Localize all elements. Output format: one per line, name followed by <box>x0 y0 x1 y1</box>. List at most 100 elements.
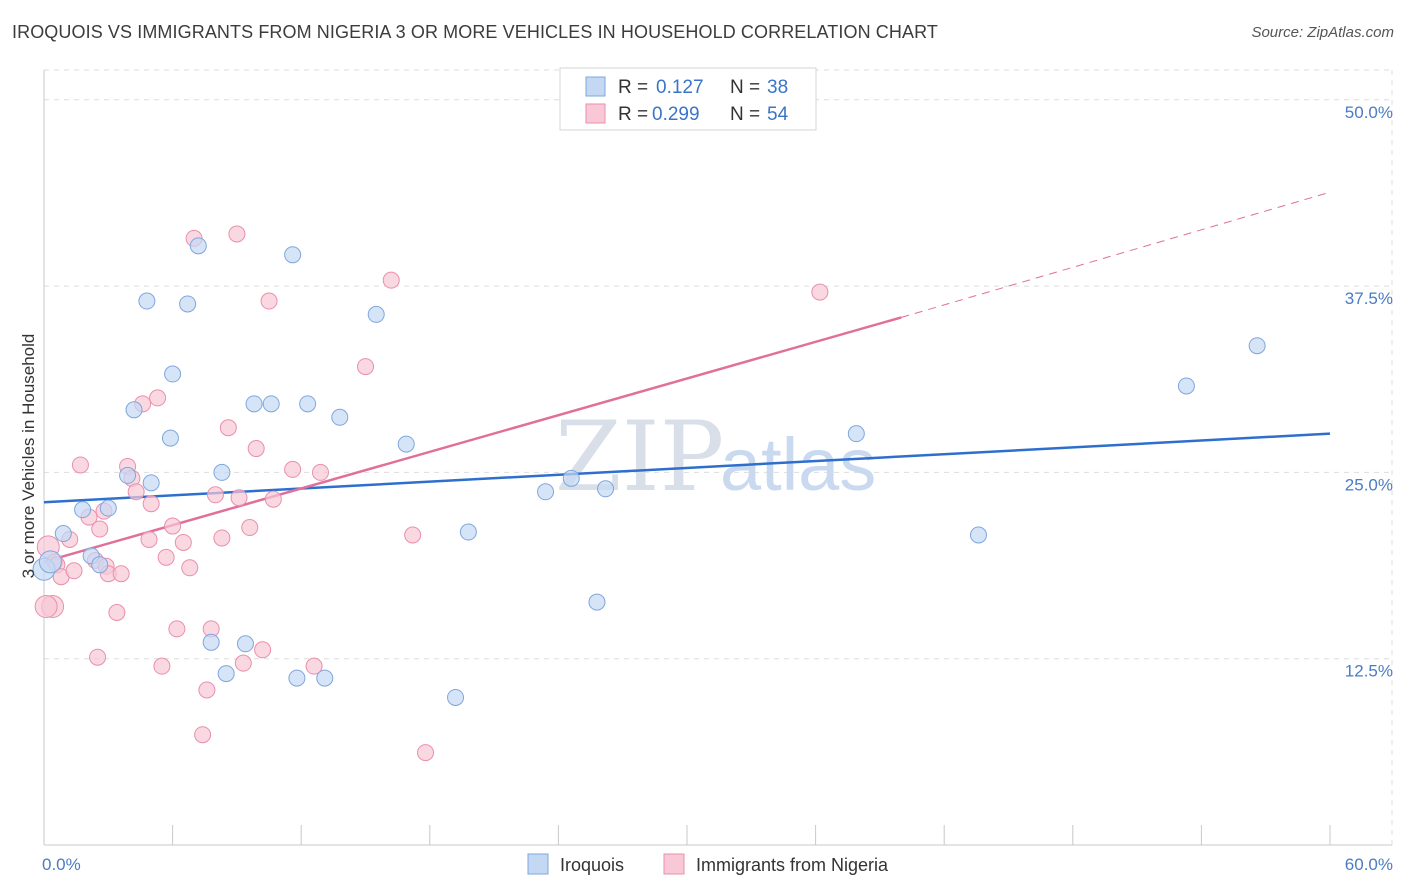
point-iroquois-34 <box>847 425 865 443</box>
tick-labels: 12.5% 25.0% 37.5% 50.0% 0.0% 60.0% <box>42 103 1393 874</box>
point-nigeria-43 <box>260 292 278 310</box>
trend-line-2 <box>901 191 1331 318</box>
legend-swatch-nigeria <box>585 103 606 124</box>
legend-r-value-2: 0.299 <box>652 104 700 125</box>
legend-n-value-2: 54 <box>767 104 789 125</box>
y-tick-label-2: 37.5% <box>1345 289 1393 308</box>
point-iroquois-15 <box>202 633 220 651</box>
point-nigeria-50 <box>404 526 422 544</box>
point-nigeria-11 <box>91 520 109 538</box>
point-iroquois-10 <box>142 474 160 492</box>
axes <box>43 70 1392 846</box>
point-iroquois-37 <box>1248 337 1266 355</box>
point-iroquois-9 <box>138 292 156 310</box>
legend-r-label-2: R = <box>618 104 648 125</box>
point-nigeria-48 <box>357 358 374 376</box>
y-tick-label-0: 12.5% <box>1345 662 1393 681</box>
point-iroquois-23 <box>299 395 317 413</box>
point-iroquois-28 <box>447 688 465 706</box>
point-nigeria-37 <box>228 225 246 243</box>
y-axis-label: 3 or more Vehicles in Household <box>19 334 38 579</box>
point-nigeria-52 <box>811 283 829 301</box>
point-iroquois-5 <box>91 556 109 574</box>
point-iroquois-6 <box>99 499 117 517</box>
trend-line-1 <box>43 316 902 564</box>
point-nigeria-51 <box>417 744 435 762</box>
y-tick-label-3: 50.0% <box>1345 103 1393 122</box>
point-iroquois-13 <box>179 295 197 313</box>
point-iroquois-2 <box>54 525 72 543</box>
point-iroquois-36 <box>1177 377 1195 395</box>
point-iroquois-32 <box>588 593 606 611</box>
point-nigeria-10 <box>89 648 107 666</box>
point-iroquois-14 <box>189 237 207 255</box>
point-nigeria-15 <box>108 604 126 621</box>
point-nigeria-29 <box>181 559 199 577</box>
point-iroquois-22 <box>288 669 306 687</box>
y-tick-label-1: 25.0% <box>1345 475 1393 494</box>
bottom-legend-label-nigeria: Immigrants from Nigeria <box>696 855 889 875</box>
point-nigeria-39 <box>234 654 252 672</box>
point-nigeria-41 <box>247 440 265 458</box>
point-nigeria-31 <box>194 726 212 744</box>
point-nigeria-6 <box>65 562 83 580</box>
point-nigeria-27 <box>168 620 186 638</box>
point-nigeria-53 <box>34 595 58 619</box>
stats-legend: R = 0.127 N = 38 R = 0.299 N = 54 <box>559 67 817 131</box>
point-nigeria-49 <box>382 271 400 289</box>
data-points <box>32 225 1266 762</box>
point-nigeria-22 <box>142 495 160 513</box>
point-nigeria-25 <box>157 548 175 566</box>
point-iroquois-24 <box>316 669 334 687</box>
point-iroquois-31 <box>562 469 580 487</box>
x-tick-label-0: 0.0% <box>42 855 81 874</box>
point-nigeria-32 <box>198 681 216 699</box>
point-nigeria-36 <box>219 419 237 437</box>
point-nigeria-16 <box>112 565 130 583</box>
point-iroquois-25 <box>331 408 349 426</box>
point-iroquois-21 <box>284 246 302 264</box>
trend-line-0 <box>43 432 1331 504</box>
point-nigeria-38 <box>230 489 248 507</box>
point-nigeria-7 <box>71 456 89 474</box>
point-iroquois-33 <box>597 480 615 498</box>
point-iroquois-35 <box>969 526 987 544</box>
bottom-legend-swatch-iroquois <box>527 853 549 875</box>
point-iroquois-8 <box>125 401 143 419</box>
point-nigeria-19 <box>127 483 145 501</box>
point-nigeria-23 <box>149 389 167 407</box>
legend-swatch-iroquois <box>585 76 606 97</box>
point-iroquois-17 <box>217 665 235 683</box>
series-legend: Iroquois Immigrants from Nigeria <box>527 853 889 875</box>
legend-n-label-2: N = <box>730 104 760 125</box>
trend-lines <box>43 191 1331 564</box>
point-nigeria-40 <box>241 519 259 537</box>
point-iroquois-12 <box>164 365 182 383</box>
point-nigeria-35 <box>213 529 231 547</box>
point-iroquois-7 <box>119 466 137 484</box>
point-iroquois-16 <box>213 463 231 481</box>
point-nigeria-26 <box>164 517 182 535</box>
bottom-legend-swatch-nigeria <box>663 853 685 875</box>
watermark-zip: ZIP <box>555 401 724 513</box>
point-nigeria-24 <box>153 657 171 675</box>
point-nigeria-21 <box>140 530 158 548</box>
point-iroquois-20 <box>262 395 280 413</box>
legend-n-label-1: N = <box>730 77 760 98</box>
point-nigeria-44 <box>264 490 282 508</box>
source-label: Source: ZipAtlas.com <box>1251 24 1394 41</box>
point-iroquois-26 <box>367 305 385 323</box>
point-nigeria-46 <box>305 657 323 675</box>
legend-n-value-1: 38 <box>767 77 788 98</box>
point-iroquois-30 <box>537 483 555 501</box>
point-iroquois-19 <box>245 395 263 413</box>
legend-r-label-1: R = <box>618 77 648 98</box>
point-iroquois-11 <box>161 429 179 447</box>
point-iroquois-1 <box>38 550 62 574</box>
x-tick-label-1: 60.0% <box>1345 855 1393 874</box>
point-nigeria-28 <box>174 533 192 551</box>
point-iroquois-3 <box>74 501 92 519</box>
bottom-legend-label-iroquois: Iroquois <box>560 855 624 875</box>
point-nigeria-42 <box>254 641 272 659</box>
